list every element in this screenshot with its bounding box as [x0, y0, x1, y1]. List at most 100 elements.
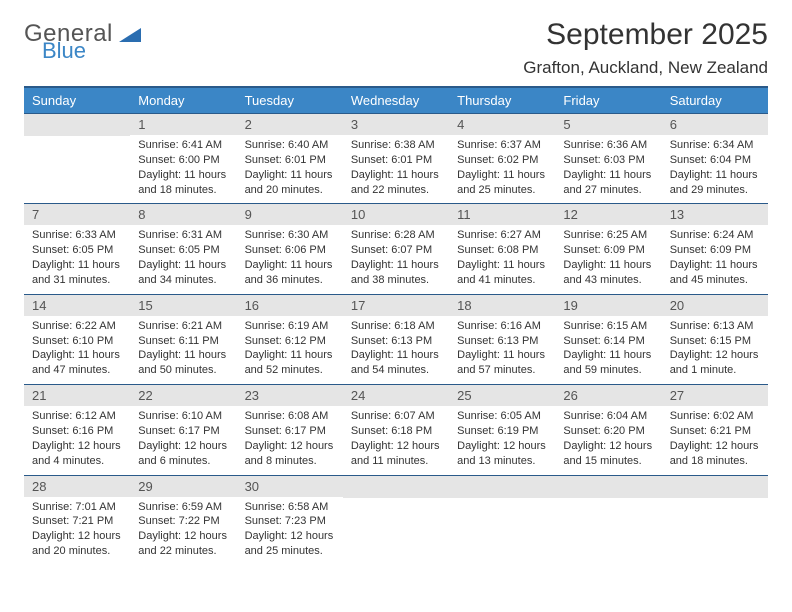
- day-cell: 13Sunrise: 6:24 AMSunset: 6:09 PMDayligh…: [662, 203, 768, 293]
- sunrise: Sunrise: 6:40 AM: [245, 139, 329, 151]
- day-details: Sunrise: 6:02 AMSunset: 6:21 PMDaylight:…: [662, 406, 768, 474]
- day-cell: 24Sunrise: 6:07 AMSunset: 6:18 PMDayligh…: [343, 384, 449, 474]
- day-details: Sunrise: 6:16 AMSunset: 6:13 PMDaylight:…: [449, 316, 555, 384]
- day-details: [343, 498, 449, 555]
- day-cell: 28Sunrise: 7:01 AMSunset: 7:21 PMDayligh…: [24, 475, 130, 565]
- sunrise: Sunrise: 6:59 AM: [138, 501, 222, 513]
- day-number: 4: [449, 113, 555, 135]
- day-details: Sunrise: 6:21 AMSunset: 6:11 PMDaylight:…: [130, 316, 236, 384]
- sunset: Sunset: 6:07 PM: [351, 244, 432, 256]
- day-number: 10: [343, 203, 449, 225]
- day-cell: 9Sunrise: 6:30 AMSunset: 6:06 PMDaylight…: [237, 203, 343, 293]
- day-details: Sunrise: 6:05 AMSunset: 6:19 PMDaylight:…: [449, 406, 555, 474]
- day-number: [662, 475, 768, 498]
- day-number: 21: [24, 384, 130, 406]
- day-details: Sunrise: 6:12 AMSunset: 6:16 PMDaylight:…: [24, 406, 130, 474]
- daylight: Daylight: 11 hours and 27 minutes.: [563, 169, 651, 196]
- empty-cell: [449, 475, 555, 565]
- dow-saturday: Saturday: [662, 88, 768, 113]
- day-cell: 16Sunrise: 6:19 AMSunset: 6:12 PMDayligh…: [237, 294, 343, 384]
- day-details: Sunrise: 6:07 AMSunset: 6:18 PMDaylight:…: [343, 406, 449, 474]
- day-number: 16: [237, 294, 343, 316]
- sunrise: Sunrise: 7:01 AM: [32, 501, 116, 513]
- days-of-week-row: Sunday Monday Tuesday Wednesday Thursday…: [24, 88, 768, 113]
- daylight: Daylight: 12 hours and 8 minutes.: [245, 440, 334, 467]
- day-details: Sunrise: 6:10 AMSunset: 6:17 PMDaylight:…: [130, 406, 236, 474]
- sunset: Sunset: 6:00 PM: [138, 154, 219, 166]
- sunset: Sunset: 6:16 PM: [32, 425, 113, 437]
- day-cell: 18Sunrise: 6:16 AMSunset: 6:13 PMDayligh…: [449, 294, 555, 384]
- sunset: Sunset: 6:05 PM: [32, 244, 113, 256]
- day-details: Sunrise: 6:38 AMSunset: 6:01 PMDaylight:…: [343, 135, 449, 203]
- day-cell: 1Sunrise: 6:41 AMSunset: 6:00 PMDaylight…: [130, 113, 236, 203]
- day-details: Sunrise: 6:25 AMSunset: 6:09 PMDaylight:…: [555, 225, 661, 293]
- day-details: Sunrise: 6:15 AMSunset: 6:14 PMDaylight:…: [555, 316, 661, 384]
- day-cell: 2Sunrise: 6:40 AMSunset: 6:01 PMDaylight…: [237, 113, 343, 203]
- month-title: September 2025: [523, 18, 768, 52]
- sunset: Sunset: 6:17 PM: [245, 425, 326, 437]
- sunrise: Sunrise: 6:24 AM: [670, 229, 754, 241]
- day-cell: 3Sunrise: 6:38 AMSunset: 6:01 PMDaylight…: [343, 113, 449, 203]
- sunrise: Sunrise: 6:16 AM: [457, 320, 541, 332]
- sunset: Sunset: 6:09 PM: [563, 244, 644, 256]
- sunrise: Sunrise: 6:33 AM: [32, 229, 116, 241]
- day-number: [24, 113, 130, 136]
- day-cell: 6Sunrise: 6:34 AMSunset: 6:04 PMDaylight…: [662, 113, 768, 203]
- day-number: 13: [662, 203, 768, 225]
- day-details: [24, 136, 130, 193]
- sunset: Sunset: 6:10 PM: [32, 335, 113, 347]
- calendar-page: General Blue September 2025 Grafton, Auc…: [0, 0, 792, 565]
- calendar-week-row: 1Sunrise: 6:41 AMSunset: 6:00 PMDaylight…: [24, 113, 768, 203]
- sunrise: Sunrise: 6:34 AM: [670, 139, 754, 151]
- sunset: Sunset: 7:21 PM: [32, 515, 113, 527]
- day-details: Sunrise: 6:59 AMSunset: 7:22 PMDaylight:…: [130, 497, 236, 565]
- sunset: Sunset: 6:14 PM: [563, 335, 644, 347]
- logo-triangle-icon: [119, 26, 141, 46]
- day-number: 19: [555, 294, 661, 316]
- day-number: 12: [555, 203, 661, 225]
- day-cell: 25Sunrise: 6:05 AMSunset: 6:19 PMDayligh…: [449, 384, 555, 474]
- day-details: Sunrise: 6:41 AM Sunset: 6:00 PM Daylight:…: [130, 135, 236, 203]
- daylight: Daylight: 11 hours and 22 minutes.: [351, 169, 439, 196]
- sunrise: Sunrise: 6:41 AM: [138, 139, 222, 151]
- sunrise: Sunrise: 6:22 AM: [32, 320, 116, 332]
- sunrise: Sunrise: 6:04 AM: [563, 410, 647, 422]
- logo: General Blue: [24, 18, 141, 62]
- day-number: [343, 475, 449, 498]
- day-details: Sunrise: 6:08 AMSunset: 6:17 PMDaylight:…: [237, 406, 343, 474]
- day-number: [555, 475, 661, 498]
- sunset: Sunset: 6:20 PM: [563, 425, 644, 437]
- sunset: Sunset: 6:03 PM: [563, 154, 644, 166]
- sunrise: Sunrise: 6:37 AM: [457, 139, 541, 151]
- day-details: Sunrise: 6:58 AMSunset: 7:23 PMDaylight:…: [237, 497, 343, 565]
- sunset: Sunset: 6:05 PM: [138, 244, 219, 256]
- empty-cell: [662, 475, 768, 565]
- day-number: 24: [343, 384, 449, 406]
- daylight: Daylight: 12 hours and 15 minutes.: [563, 440, 652, 467]
- sunset: Sunset: 6:09 PM: [670, 244, 751, 256]
- sunset: Sunset: 6:06 PM: [245, 244, 326, 256]
- daylight: Daylight: 11 hours and 52 minutes.: [245, 349, 333, 376]
- sunset: Sunset: 7:23 PM: [245, 515, 326, 527]
- sunrise: Sunrise: 6:19 AM: [245, 320, 329, 332]
- daylight: Daylight: 12 hours and 4 minutes.: [32, 440, 121, 467]
- day-details: Sunrise: 6:28 AMSunset: 6:07 PMDaylight:…: [343, 225, 449, 293]
- dow-sunday: Sunday: [24, 88, 130, 113]
- sunset: Sunset: 6:04 PM: [670, 154, 751, 166]
- header-right: September 2025 Grafton, Auckland, New Ze…: [523, 18, 768, 78]
- day-number: 26: [555, 384, 661, 406]
- dow-thursday: Thursday: [449, 88, 555, 113]
- day-cell: 5Sunrise: 6:36 AMSunset: 6:03 PMDaylight…: [555, 113, 661, 203]
- day-cell: 17Sunrise: 6:18 AMSunset: 6:13 PMDayligh…: [343, 294, 449, 384]
- day-details: [662, 498, 768, 555]
- calendar-week-row: 7Sunrise: 6:33 AMSunset: 6:05 PMDaylight…: [24, 203, 768, 293]
- daylight: Daylight: 11 hours and 18 minutes.: [138, 169, 226, 196]
- logo-text: General Blue: [24, 22, 141, 62]
- day-details: Sunrise: 6:04 AM Sunset: 6:20 PM Daylight:…: [555, 406, 661, 474]
- daylight: Daylight: 11 hours and 29 minutes.: [670, 169, 758, 196]
- day-number: 28: [24, 475, 130, 497]
- calendar-week-row: 28Sunrise: 7:01 AMSunset: 7:21 PMDayligh…: [24, 475, 768, 565]
- daylight: Daylight: 12 hours and 1 minute.: [670, 349, 759, 376]
- day-cell: 27Sunrise: 6:02 AMSunset: 6:21 PMDayligh…: [662, 384, 768, 474]
- day-cell: 23Sunrise: 6:08 AMSunset: 6:17 PMDayligh…: [237, 384, 343, 474]
